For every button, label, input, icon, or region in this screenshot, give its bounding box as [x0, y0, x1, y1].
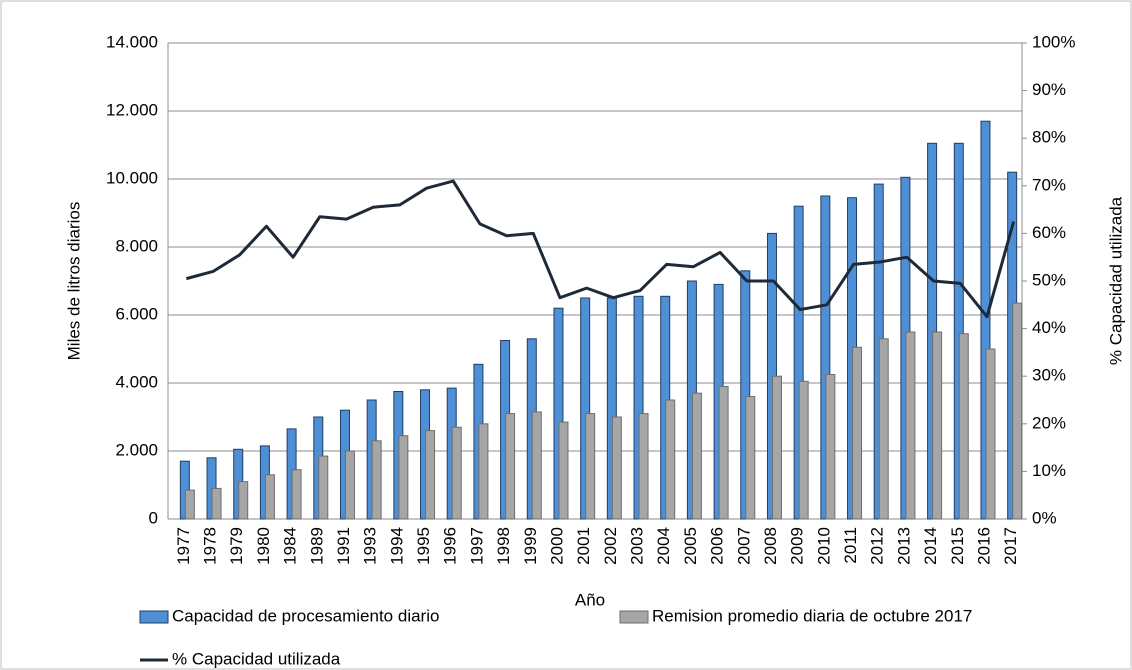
bar — [718, 385, 729, 520]
x-tick-label: 2017 — [1001, 527, 1020, 565]
y2-tick-label: 40% — [1032, 318, 1066, 337]
x-tick-label: 1978 — [201, 527, 220, 565]
y2-tick-label: 100% — [1032, 32, 1075, 51]
x-tick-label: 1977 — [174, 527, 193, 565]
bar — [852, 346, 863, 520]
y-axis-title: Miles de litros diarios — [64, 202, 83, 361]
bar — [665, 399, 676, 520]
bar — [531, 411, 542, 520]
x-tick-label: 1998 — [494, 527, 513, 565]
bar — [638, 413, 649, 520]
bar — [344, 450, 355, 520]
x-tick-label: 2005 — [681, 527, 700, 565]
x-tick-label: 2009 — [788, 527, 807, 565]
x-tick-label: 2000 — [547, 527, 566, 565]
y-tick-label: 2.000 — [115, 440, 158, 459]
y-tick-label: 12.000 — [106, 100, 158, 119]
x-tick-label: 1993 — [361, 527, 380, 565]
x-tick-label: 2013 — [894, 527, 913, 565]
y2-tick-label: 30% — [1032, 366, 1066, 385]
bar — [505, 413, 516, 520]
bar — [825, 374, 836, 520]
x-tick-label: 2002 — [601, 527, 620, 565]
y2-tick-label: 20% — [1032, 413, 1066, 432]
bar — [798, 380, 809, 520]
x-tick-label: 2015 — [948, 527, 967, 565]
bar — [398, 435, 409, 520]
y2-axis-title: % Capacidad utilizada — [1106, 196, 1125, 365]
bar — [985, 348, 996, 520]
bar — [1012, 302, 1023, 520]
bar — [184, 489, 195, 520]
y-tick-label: 14.000 — [106, 32, 158, 51]
x-tick-label: 2001 — [574, 527, 593, 565]
bar — [238, 481, 249, 520]
bar — [425, 430, 436, 520]
y-tick-label: 6.000 — [115, 304, 158, 323]
x-tick-label: 1999 — [521, 527, 540, 565]
y2-tick-label: 60% — [1032, 223, 1066, 242]
x-tick-label: 1997 — [467, 527, 486, 565]
x-tick-label: 2014 — [921, 527, 940, 565]
bar — [585, 413, 596, 520]
bar — [318, 455, 329, 520]
x-tick-label: 2011 — [841, 527, 860, 564]
y-tick-label: 0 — [149, 508, 158, 527]
y-tick-label: 4.000 — [115, 372, 158, 391]
y2-tick-label: 50% — [1032, 270, 1066, 289]
legend-swatch — [619, 610, 649, 624]
bar — [771, 375, 782, 520]
x-tick-label: 1995 — [414, 527, 433, 565]
x-tick-label: 2016 — [974, 527, 993, 565]
legend-label: Capacidad de procesamiento diario — [172, 606, 439, 625]
x-tick-label: 2010 — [814, 527, 833, 565]
bar — [611, 416, 622, 520]
bar — [905, 331, 916, 520]
bar — [745, 396, 756, 520]
x-tick-label: 2006 — [708, 527, 727, 565]
bar — [691, 392, 702, 520]
y-tick-label: 10.000 — [106, 168, 158, 187]
bar — [932, 331, 943, 520]
legend-label: % Capacidad utilizada — [172, 649, 341, 668]
bar — [371, 440, 382, 520]
legend-swatch — [139, 610, 169, 624]
x-tick-label: 2008 — [761, 527, 780, 565]
x-tick-label: 1979 — [227, 527, 246, 565]
bar — [878, 338, 889, 520]
x-tick-label: 1989 — [307, 527, 326, 565]
x-tick-label: 1996 — [441, 527, 460, 565]
x-tick-label: 1994 — [387, 527, 406, 565]
x-tick-label: 1991 — [334, 527, 353, 565]
x-tick-label: 1984 — [281, 527, 300, 565]
x-tick-label: 2012 — [868, 527, 887, 565]
y2-tick-label: 90% — [1032, 80, 1066, 99]
y2-tick-label: 80% — [1032, 128, 1066, 147]
line — [185, 179, 1016, 319]
x-tick-label: 2004 — [654, 527, 673, 565]
bar — [211, 487, 222, 520]
x-tick-label: 2003 — [628, 527, 647, 565]
bar — [558, 421, 569, 520]
bar — [291, 469, 302, 520]
y2-tick-label: 10% — [1032, 461, 1066, 480]
bar — [478, 423, 489, 520]
x-tick-label: 1980 — [254, 527, 273, 565]
bar — [451, 426, 462, 520]
bar — [958, 333, 969, 520]
x-axis-title: Año — [575, 590, 605, 609]
y2-tick-label: 70% — [1032, 175, 1066, 194]
bar — [264, 474, 275, 520]
legend-label: Remision promedio diaria de octubre 2017 — [652, 606, 972, 625]
y-tick-label: 8.000 — [115, 236, 158, 255]
x-tick-label: 2007 — [734, 527, 753, 565]
y2-tick-label: 0% — [1032, 508, 1057, 527]
